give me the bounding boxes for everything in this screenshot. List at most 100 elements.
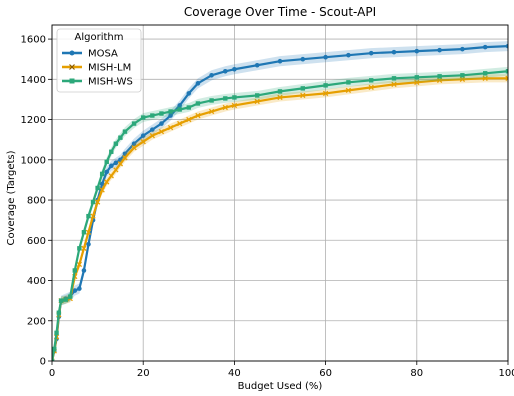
mish-lm-confidence-band (52, 74, 508, 361)
mish-lm-point (300, 92, 306, 99)
mish-lm-point (322, 90, 329, 97)
mish-lm-point (254, 98, 260, 105)
y-tick-label: 1200 (21, 115, 46, 126)
x-tick-label: 60 (319, 368, 332, 379)
mish-ws-point (86, 213, 91, 219)
mosa-point (323, 54, 328, 60)
mosa-point (414, 48, 420, 54)
y-axis-label: Coverage (Targets) (6, 150, 17, 245)
mish-lm-point (505, 75, 508, 81)
y-tick-label: 1400 (21, 75, 46, 86)
mish-lm-point (208, 108, 215, 115)
mish-ws-point (104, 159, 109, 165)
mish-lm-point (186, 116, 192, 123)
mish-ws-point (131, 121, 137, 126)
plot-area: 0204060801000200400600800100012001400160… (21, 24, 514, 379)
mish-ws-point (118, 135, 123, 140)
mish-ws-point (391, 76, 397, 81)
y-tick-label: 0 (40, 357, 46, 368)
mosa-legend-marker (69, 50, 75, 56)
mish-lm-point (149, 132, 155, 139)
y-tick-label: 1000 (21, 155, 46, 166)
mish-lm-point (85, 229, 92, 235)
chart-title: Coverage Over Time - Scout-API (184, 5, 376, 19)
mish-lm-point (177, 120, 183, 127)
mish-ws-legend-label: MISH-WS (88, 77, 133, 88)
mish-lm-legend-label: MISH-LM (88, 63, 131, 74)
mosa-point (391, 49, 397, 55)
y-tick-label: 800 (27, 196, 46, 207)
mish-ws-point (300, 86, 305, 91)
mish-ws-point (58, 298, 64, 303)
mosa-point (86, 242, 91, 247)
mish-lm-point (94, 199, 101, 205)
mish-ws-point (159, 111, 164, 116)
mish-ws-point (141, 115, 146, 120)
mish-ws-point (77, 246, 82, 251)
y-tick-label: 200 (27, 316, 46, 327)
mosa-point (505, 43, 508, 49)
mish-ws-point (369, 78, 374, 83)
mosa-point (77, 286, 82, 291)
mosa-point (104, 169, 110, 175)
mish-ws-point (52, 358, 55, 361)
mish-ws-confidence-band (52, 66, 508, 361)
mish-ws-point (68, 294, 73, 299)
y-tick-label: 600 (27, 236, 46, 247)
mosa-point (81, 268, 87, 273)
mosa-point (300, 56, 306, 62)
mish-ws-point (186, 105, 191, 110)
mosa-point (346, 52, 351, 58)
legend-box (56, 28, 142, 93)
mish-ws-point (209, 98, 214, 103)
x-tick-label: 100 (498, 368, 514, 379)
mosa-point (108, 163, 114, 169)
mish-lm-point (76, 261, 83, 268)
mish-ws-point (109, 149, 114, 154)
mish-lm-line (52, 77, 508, 361)
mish-ws-point (460, 73, 465, 78)
mosa-point (140, 133, 146, 138)
mish-lm-point (482, 75, 488, 81)
mish-ws-point (90, 199, 96, 205)
mosa-point (177, 103, 182, 108)
mish-ws-legend-marker (69, 78, 75, 84)
mish-ws-point (232, 95, 237, 100)
x-tick-label: 80 (410, 368, 423, 379)
series-group (52, 41, 508, 361)
mish-ws-point (72, 268, 77, 273)
mosa-point (482, 44, 488, 50)
mosa-confidence-band (52, 41, 508, 361)
mish-ws-point (483, 71, 488, 76)
mosa-point (277, 58, 283, 64)
mosa-point (186, 91, 192, 96)
mosa-point (72, 288, 78, 293)
mosa-point (232, 66, 237, 72)
y-tick-label: 400 (27, 276, 46, 287)
legend: Algorithm MOSA MISH-LM MISH-WS (56, 28, 142, 93)
legend-title: Algorithm (75, 32, 124, 43)
mish-lm-point (90, 213, 96, 219)
mosa-point (222, 68, 228, 74)
x-tick-label: 40 (228, 368, 241, 379)
mosa-point (195, 81, 201, 86)
mish-ws-point (150, 113, 155, 118)
mish-ws-point (414, 75, 419, 80)
x-tick-label: 20 (137, 368, 150, 379)
mish-ws-point (346, 80, 351, 85)
x-axis-label: Budget Used (%) (238, 381, 323, 392)
mish-lm-point (436, 77, 443, 83)
mish-ws-point (113, 141, 119, 146)
mish-ws-point (56, 310, 62, 315)
mish-ws-point (99, 171, 105, 177)
mish-lm-point (158, 128, 165, 135)
mosa-point (437, 47, 442, 53)
mosa-point (254, 62, 260, 68)
mish-lm-point (222, 104, 228, 111)
mish-lm-point (108, 173, 114, 179)
mish-lm-point (368, 84, 374, 91)
mosa-point (368, 50, 374, 56)
x-tick-label: 0 (49, 368, 55, 379)
mish-lm-point (140, 139, 146, 145)
mish-ws-point (277, 89, 283, 94)
